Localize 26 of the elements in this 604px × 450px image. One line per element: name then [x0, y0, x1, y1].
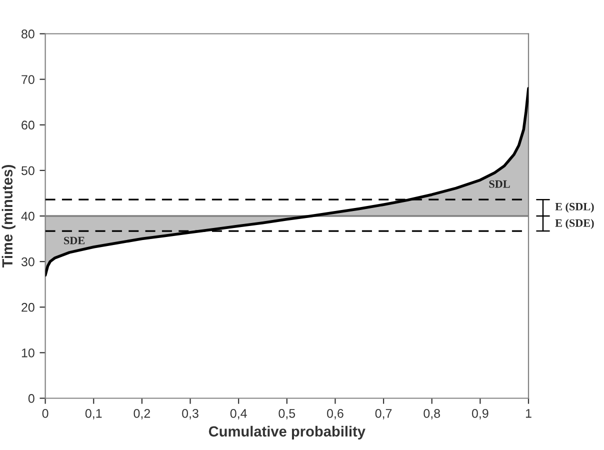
x-tick-label: 0,4 — [230, 408, 247, 420]
x-tick-label: 0,1 — [85, 408, 102, 420]
x-tick-label: 0,9 — [472, 408, 488, 420]
annotation: SDL — [489, 180, 510, 188]
y-tick-label: 10 — [22, 348, 34, 358]
y-tick-label: 0 — [28, 394, 34, 403]
x-tick-label: 0,7 — [375, 408, 392, 420]
x-tick-label: 0,3 — [182, 408, 198, 420]
y-axis-title: Time (minutes) — [2, 164, 16, 268]
y-tick-label: 30 — [21, 257, 34, 266]
y-tick-label: 40 — [21, 212, 34, 221]
x-tick-label: 1 — [526, 409, 532, 418]
x-tick-label: 0,5 — [278, 408, 296, 420]
annotation: SDE — [64, 236, 85, 244]
y-tick-label: 60 — [22, 120, 34, 130]
text: E (SDL) — [555, 202, 594, 213]
y-tick-label: 50 — [21, 166, 34, 176]
y-tick-label: 70 — [22, 75, 34, 84]
x-tick-label: 0,6 — [327, 408, 344, 420]
y-tick-label: 80 — [22, 30, 34, 38]
x-tick-label: 0 — [42, 408, 48, 418]
x-tick-label: 0,8 — [424, 408, 440, 420]
x-axis-title: Cumulative probability — [208, 426, 366, 440]
x-tick-label: 0,2 — [134, 408, 150, 420]
y-tick-label: 20 — [22, 302, 34, 312]
text: E (SDE) — [555, 218, 594, 230]
